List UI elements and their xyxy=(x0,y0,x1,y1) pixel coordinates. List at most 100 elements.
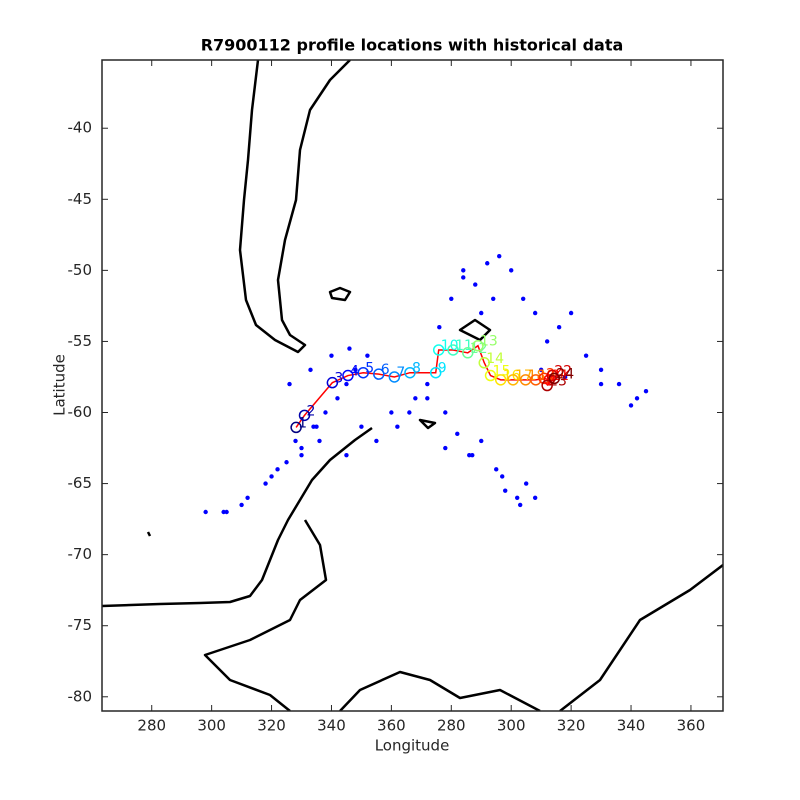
x-tick-label: 300 xyxy=(497,717,526,735)
historical-point xyxy=(598,367,604,373)
historical-point xyxy=(583,353,589,358)
profile-label: 11 xyxy=(455,338,473,354)
historical-point xyxy=(556,325,562,330)
profile-label: 13 xyxy=(480,334,498,350)
historical-point xyxy=(628,403,634,408)
profile-point xyxy=(326,376,339,389)
x-tick-label: 360 xyxy=(677,717,706,735)
profile-point xyxy=(373,368,385,380)
historical-point xyxy=(323,410,328,415)
historical-point xyxy=(443,445,448,451)
historical-point xyxy=(329,353,334,358)
profile-point xyxy=(447,344,459,356)
historical-point xyxy=(263,481,268,486)
profile-label: 2 xyxy=(307,403,316,419)
historical-point xyxy=(245,495,250,500)
profile-point xyxy=(541,379,553,392)
historical-point xyxy=(293,438,298,444)
historical-point xyxy=(491,296,496,301)
historical-point xyxy=(461,268,466,273)
historical-point xyxy=(634,396,640,401)
island-coast xyxy=(146,318,492,537)
historical-point xyxy=(509,268,514,273)
antarctica-coast xyxy=(203,519,723,711)
historical-point xyxy=(479,310,484,316)
y-tick-label: -65 xyxy=(68,474,93,492)
x-tick-label: 280 xyxy=(137,717,166,735)
profile-point xyxy=(546,369,558,382)
historical-point xyxy=(514,495,520,500)
y-tick-label: -50 xyxy=(68,261,93,279)
profile-point xyxy=(429,366,442,379)
south-america-coast xyxy=(238,60,351,354)
historical-point xyxy=(359,424,364,429)
historical-point xyxy=(275,467,280,472)
profile-point xyxy=(478,357,490,369)
profile-label: 8 xyxy=(412,361,421,377)
historical-point xyxy=(523,481,529,486)
historical-point xyxy=(335,396,340,401)
historical-point xyxy=(449,296,454,301)
profile-label: 1 xyxy=(298,415,307,431)
profile-point xyxy=(298,409,311,422)
profile-label: 16 xyxy=(503,368,521,384)
historical-point xyxy=(497,253,502,259)
historical-point xyxy=(299,452,304,458)
historical-point xyxy=(347,346,352,351)
x-tick-label: 320 xyxy=(257,717,286,735)
historical-point xyxy=(520,296,526,301)
coastlines xyxy=(102,60,723,711)
historical-point xyxy=(500,474,505,479)
historical-point xyxy=(473,282,478,287)
historical-point xyxy=(284,460,289,465)
y-tick-label: -45 xyxy=(68,190,93,208)
profile-label: 7 xyxy=(396,365,405,381)
historical-point xyxy=(562,374,568,380)
profile-point xyxy=(507,374,519,386)
profile-point xyxy=(404,366,416,379)
profile-point xyxy=(494,374,507,386)
profile-label: 24 xyxy=(556,366,574,382)
historical-point xyxy=(425,381,430,387)
historical-point xyxy=(413,396,418,401)
profile-point xyxy=(342,369,354,382)
x-tick-label: 280 xyxy=(437,717,466,735)
profile-point xyxy=(462,347,474,359)
historical-point xyxy=(643,388,649,394)
historical-point xyxy=(485,261,490,266)
historical-point xyxy=(503,488,508,493)
historical-point xyxy=(455,431,460,437)
profile-label: 14 xyxy=(486,351,504,367)
historical-point xyxy=(308,367,313,373)
historical-point xyxy=(269,474,274,479)
plot-frame xyxy=(101,59,724,712)
historical-point xyxy=(389,410,394,415)
historical-point xyxy=(538,367,544,373)
historical-point xyxy=(443,410,448,415)
profile-label: 4 xyxy=(350,364,359,380)
historical-point xyxy=(544,339,550,344)
falklands-coast xyxy=(328,286,352,302)
y-axis-label: Latitude xyxy=(51,354,69,416)
historical-point xyxy=(344,452,349,458)
historical-point xyxy=(598,381,604,387)
historical-point xyxy=(395,424,400,429)
historical-point xyxy=(437,325,442,330)
x-tick-label: 300 xyxy=(197,717,226,735)
profile-label: 3 xyxy=(334,371,343,387)
x-tick-label: 320 xyxy=(557,717,586,735)
y-tick-label: -55 xyxy=(68,332,93,350)
historical-point xyxy=(344,381,349,387)
historical-point xyxy=(568,310,574,316)
historical-point xyxy=(470,452,475,458)
profile-point xyxy=(484,369,497,382)
historical-point xyxy=(224,509,229,515)
historical-point xyxy=(407,410,412,415)
x-axis-label: Longitude xyxy=(375,737,450,755)
historical-point xyxy=(616,381,622,387)
profile-point xyxy=(357,366,369,379)
historical-point xyxy=(461,275,466,280)
